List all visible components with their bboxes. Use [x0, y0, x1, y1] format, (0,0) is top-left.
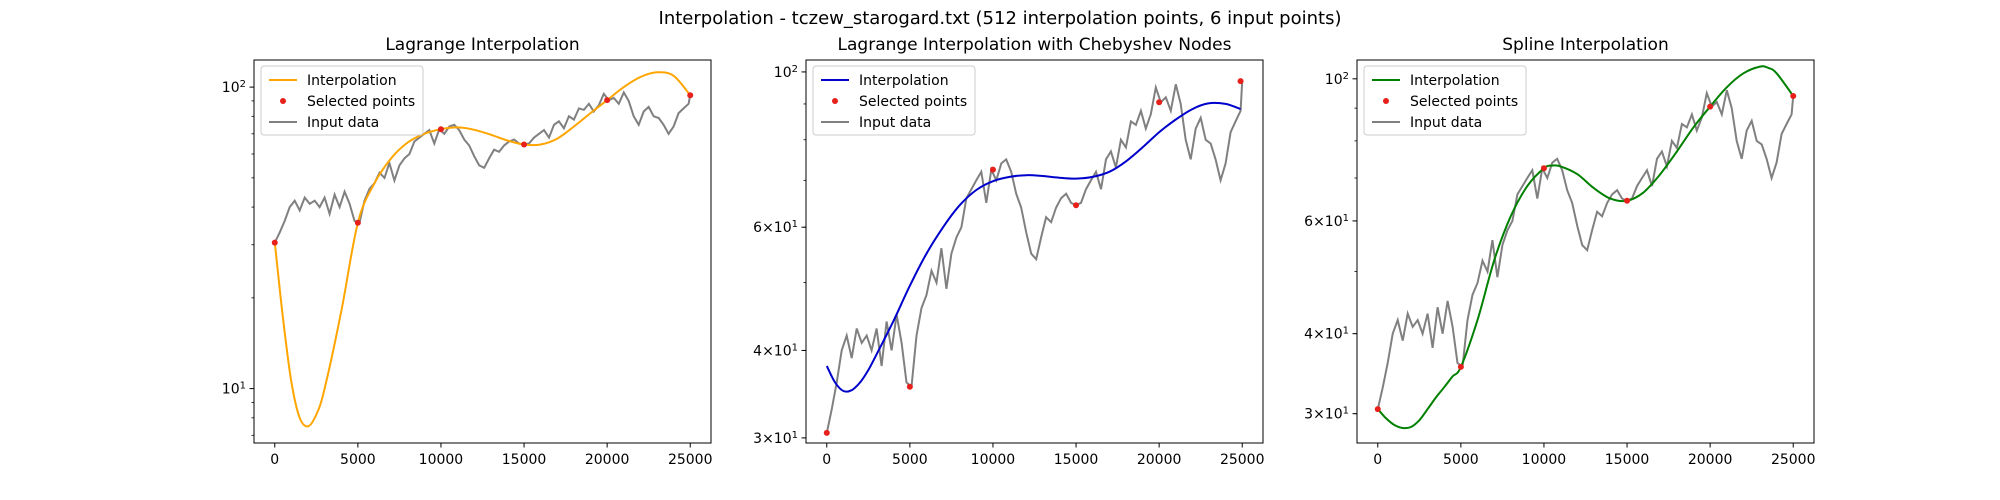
legend: Interpolation Selected points Input data — [812, 65, 976, 136]
y-tick-label: 102 — [1325, 70, 1349, 88]
selected-point — [604, 97, 611, 104]
selected-point — [1540, 165, 1547, 172]
x-tick-label: 0 — [822, 452, 831, 468]
figure-suptitle: Interpolation - tczew_starogard.txt (512… — [659, 8, 1342, 29]
selected-point — [271, 239, 278, 246]
selected-point — [1156, 99, 1163, 106]
legend-input-label: Input data — [307, 115, 379, 131]
y-tick-label: 4×101 — [1304, 325, 1349, 343]
selected-point — [1790, 93, 1797, 100]
x-tick-label: 25000 — [1220, 452, 1265, 468]
selected-point — [1237, 78, 1244, 85]
x-tick-label: 15000 — [1054, 452, 1099, 468]
legend-selected-label: Selected points — [307, 94, 415, 110]
axes-frame — [253, 59, 712, 444]
legend-box — [260, 65, 424, 136]
x-tick-label: 25000 — [668, 452, 713, 468]
legend: Interpolation Selected points Input data — [260, 65, 424, 136]
plot-area — [1374, 65, 1797, 430]
selected-point — [1624, 197, 1631, 204]
x-tick-label: 10000 — [971, 452, 1016, 468]
selected-point — [1457, 363, 1464, 370]
x-tick-label: 5000 — [340, 452, 376, 468]
x-tick-label: 10000 — [419, 452, 464, 468]
selected-point — [989, 166, 996, 173]
selected-point — [687, 92, 694, 99]
selected-point — [906, 383, 913, 390]
selected-point — [1073, 202, 1080, 209]
legend-input-label: Input data — [1410, 115, 1482, 131]
plot-area — [271, 71, 694, 428]
x-tick-label: 5000 — [892, 452, 928, 468]
selected-point — [437, 126, 444, 133]
legend-selected-label: Selected points — [1410, 94, 1518, 110]
selected-point — [1374, 406, 1381, 413]
x-tick-label: 5000 — [1443, 452, 1479, 468]
interpolation-line — [1377, 65, 1795, 430]
selected-point — [354, 219, 361, 226]
axes-frame — [1356, 59, 1815, 444]
legend-interpolation-label: Interpolation — [859, 73, 949, 89]
panel-lagrange: Lagrange Interpolation 0 5000 10000 15000 200… — [222, 35, 713, 468]
selected-point — [1707, 103, 1714, 110]
y-tick-label: 101 — [222, 380, 246, 398]
legend-selected-swatch — [280, 98, 286, 104]
x-tick-label: 20000 — [1688, 452, 1733, 468]
legend-selected-swatch — [1383, 98, 1389, 104]
y-tick-label: 3×101 — [1304, 405, 1349, 423]
selected-point — [521, 141, 528, 148]
legend: Interpolation Selected points Input data — [1363, 65, 1527, 136]
y-tick-label: 4×101 — [753, 342, 798, 360]
y-tick-label: 102 — [774, 63, 798, 81]
panel-title: Lagrange Interpolation — [385, 35, 579, 55]
legend-input-label: Input data — [859, 115, 931, 131]
x-tick-label: 20000 — [1137, 452, 1182, 468]
x-tick-label: 0 — [270, 452, 279, 468]
legend-box — [812, 65, 976, 136]
panel-chebyshev: Lagrange Interpolation with Chebyshev No… — [753, 35, 1264, 468]
panel-spline: Spline Interpolation 0 5000 10000 15000 20000… — [1304, 35, 1815, 468]
legend-box — [1363, 65, 1527, 136]
y-tick-label: 102 — [222, 79, 246, 97]
legend-interpolation-label: Interpolation — [307, 73, 397, 89]
x-tick-label: 15000 — [502, 452, 547, 468]
x-tick-label: 20000 — [585, 452, 630, 468]
interpolation-line — [825, 101, 1241, 393]
input-data-line — [1376, 89, 1795, 410]
y-tick-label: 6×101 — [1304, 212, 1349, 230]
input-data-line — [273, 90, 692, 244]
x-tick-label: 15000 — [1605, 452, 1650, 468]
legend-interpolation-label: Interpolation — [1410, 73, 1500, 89]
y-tick-label: 6×101 — [753, 219, 798, 237]
x-tick-label: 10000 — [1522, 452, 1567, 468]
selected-point — [823, 429, 830, 436]
legend-selected-swatch — [832, 98, 838, 104]
panel-title: Lagrange Interpolation with Chebyshev No… — [838, 35, 1232, 55]
interpolation-line — [273, 71, 691, 428]
plot-area — [823, 78, 1244, 436]
y-tick-label: 3×101 — [753, 429, 798, 447]
x-tick-label: 0 — [1373, 452, 1382, 468]
panel-title: Spline Interpolation — [1502, 35, 1668, 55]
axes-frame — [805, 59, 1264, 444]
legend-selected-label: Selected points — [859, 94, 967, 110]
x-tick-label: 25000 — [1771, 452, 1816, 468]
